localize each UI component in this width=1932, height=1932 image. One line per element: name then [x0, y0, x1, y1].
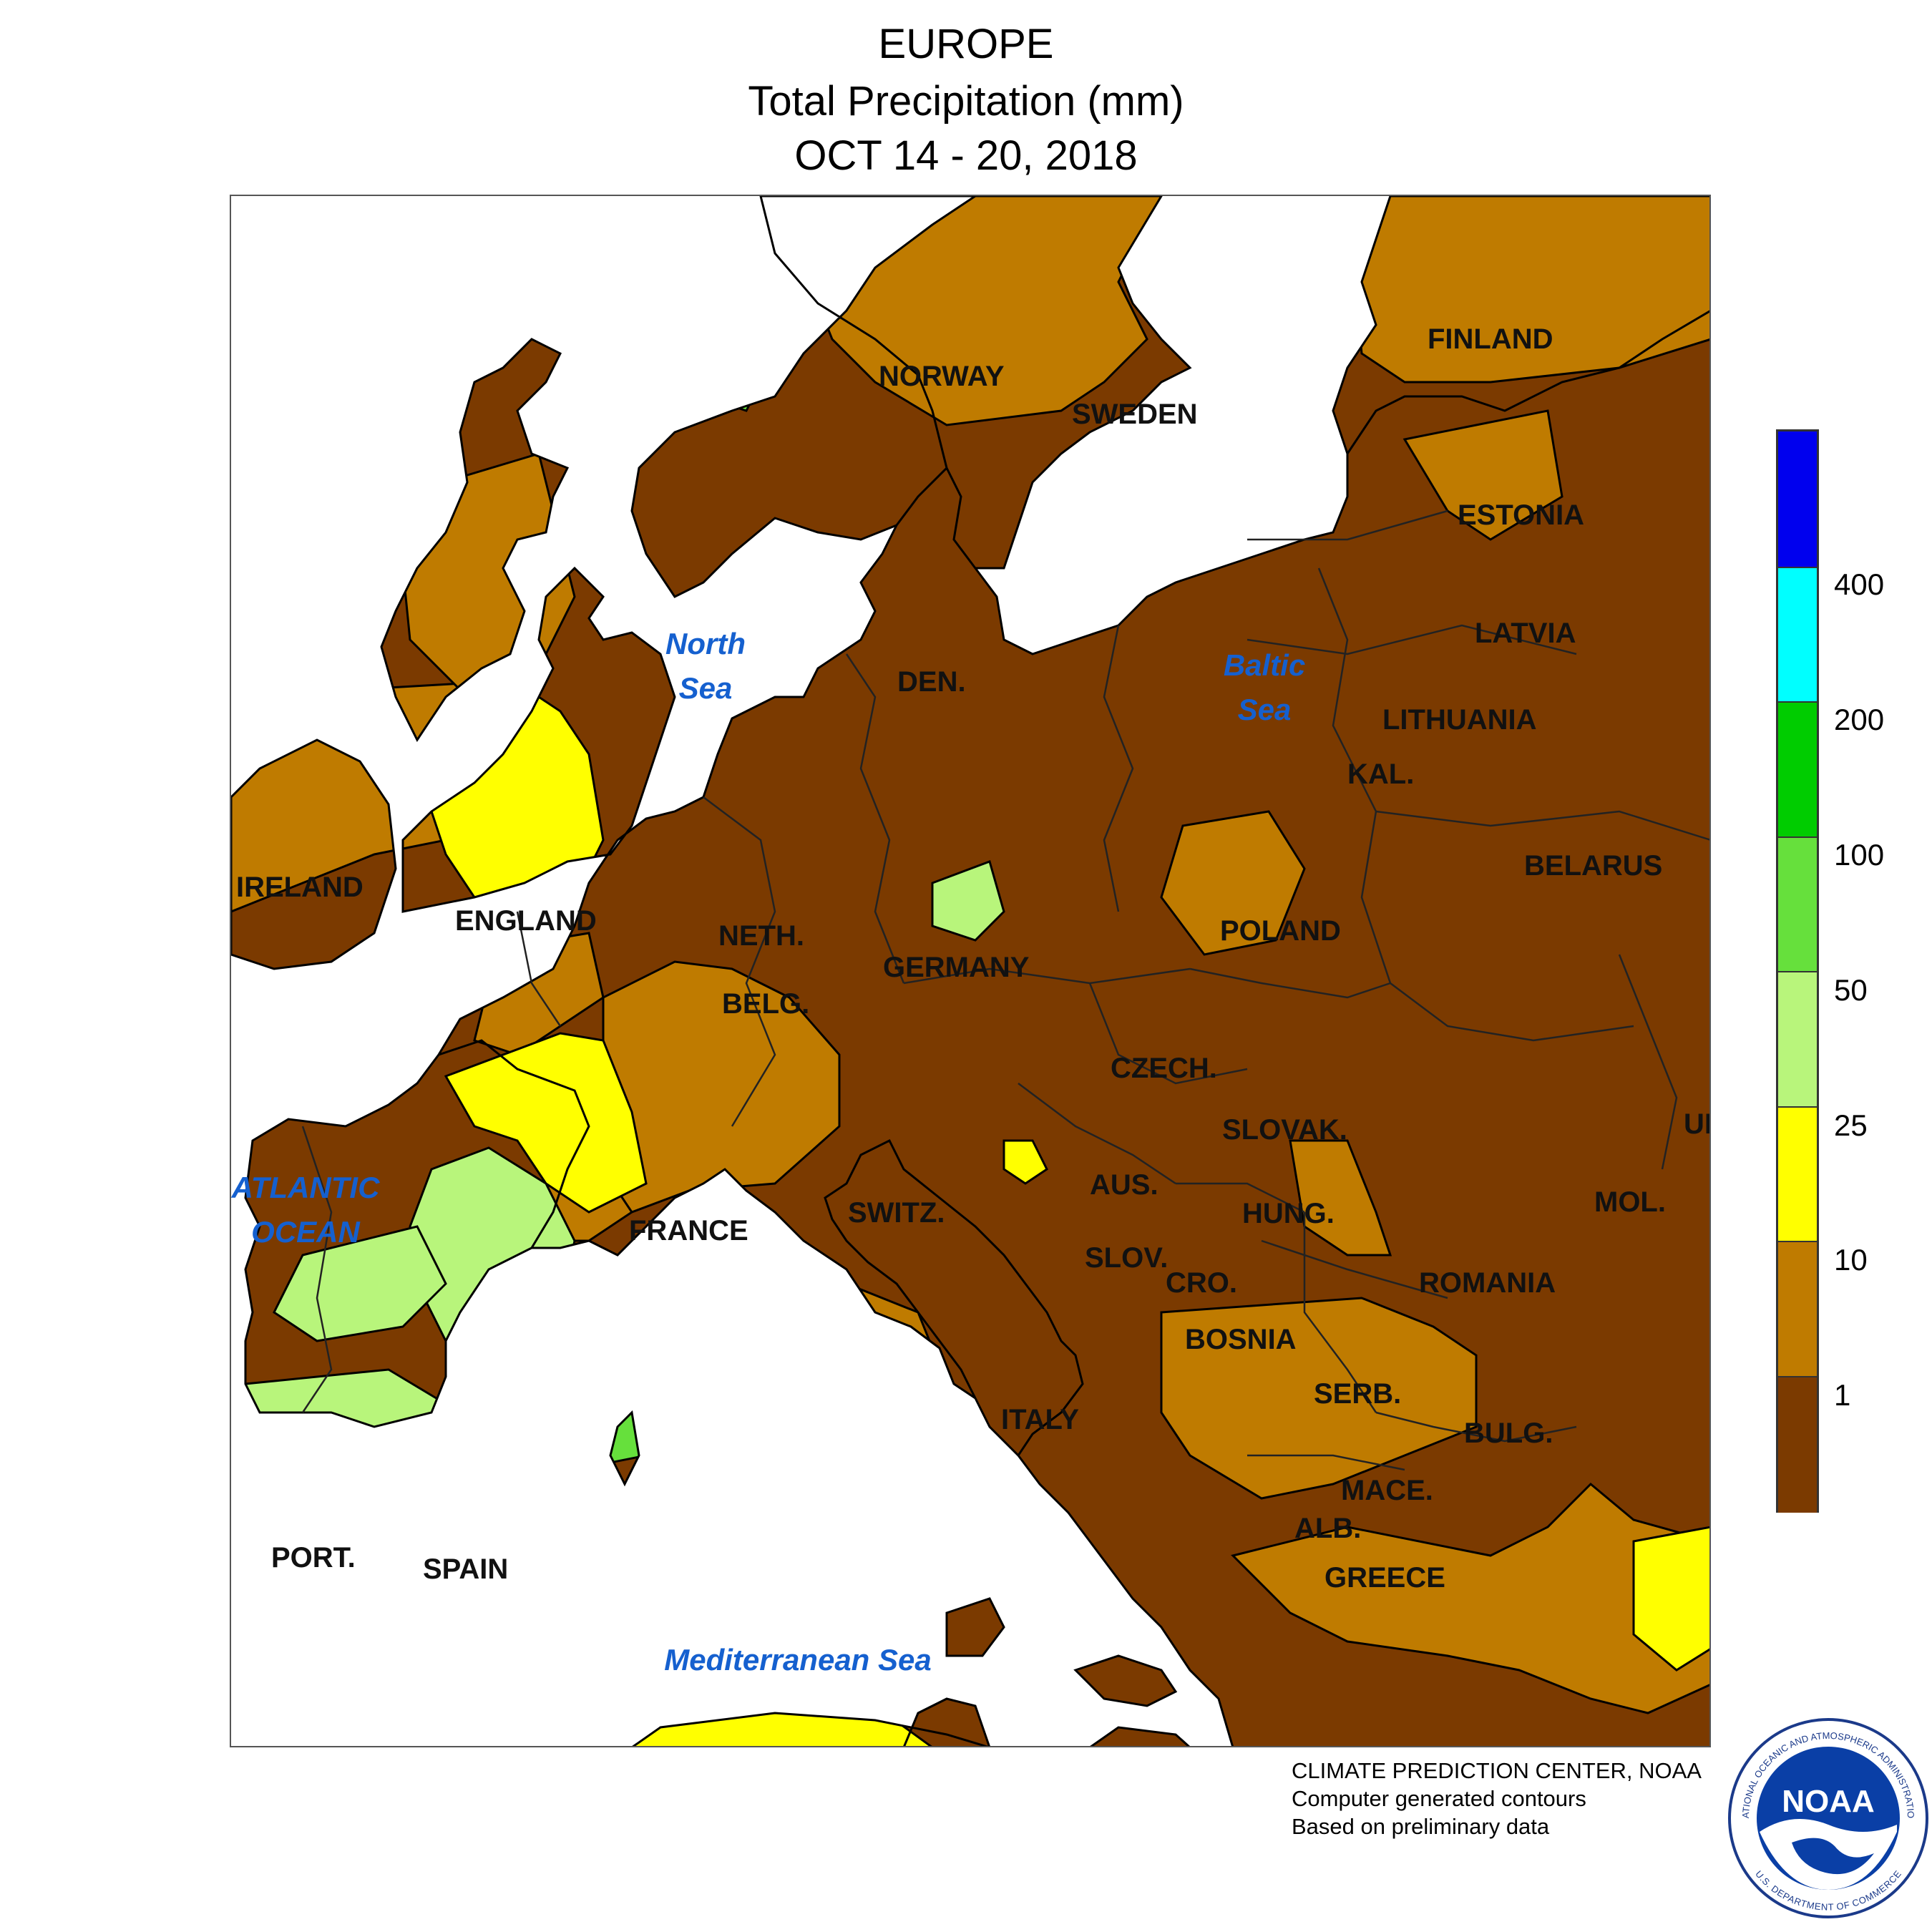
atlantic-label-line1: ATLANTIC — [231, 1171, 380, 1204]
label-bosnia: BOSNIA — [1185, 1324, 1297, 1355]
atlantic-label-line2: OCEAN — [251, 1215, 361, 1249]
label-estonia: ESTONIA — [1458, 499, 1584, 531]
country-labels: NORWAY SWEDEN FINLAND ESTONIA LATVIA LIT… — [236, 323, 1711, 1594]
label-italy: ITALY — [1001, 1404, 1079, 1435]
map-title-region: EUROPE — [878, 21, 1054, 67]
mediterranean-label: Mediterranean Sea — [664, 1643, 932, 1677]
label-neth: NETH. — [718, 920, 804, 952]
legend-swatch — [1778, 431, 1817, 567]
north-sea-label-line2: Sea — [679, 671, 733, 705]
label-sweden: SWEDEN — [1072, 399, 1198, 430]
label-spain: SPAIN — [423, 1553, 508, 1585]
label-mol: MOL. — [1594, 1186, 1666, 1218]
precipitation-map: North Sea Baltic Sea ATLANTIC OCEAN Medi… — [231, 196, 1711, 1746]
label-latvia: LATVIA — [1475, 618, 1576, 649]
legend-swatch — [1778, 1241, 1817, 1377]
label-den: DEN. — [897, 666, 966, 698]
label-germany: GERMANY — [883, 952, 1030, 983]
legend-label-10: 10 — [1834, 1243, 1868, 1277]
label-cro: CRO. — [1166, 1267, 1237, 1299]
noaa-logo-text: NOAA — [1782, 1784, 1875, 1819]
label-hung: HUNG. — [1242, 1198, 1335, 1229]
label-port: PORT. — [271, 1542, 356, 1574]
label-bulg: BULG. — [1464, 1418, 1553, 1449]
legend-label-50: 50 — [1834, 973, 1868, 1007]
legend-label-400: 400 — [1834, 567, 1885, 601]
legend-swatch — [1778, 971, 1817, 1108]
country-borders — [301, 509, 1709, 1471]
credit-line-1: CLIMATE PREDICTION CENTER, NOAA — [1292, 1758, 1702, 1783]
label-mace: MACE. — [1341, 1475, 1433, 1506]
precip-legend-colorbar — [1776, 429, 1819, 1513]
legend-swatch — [1778, 836, 1817, 973]
map-title-variable: Total Precipitation (mm) — [748, 78, 1184, 125]
label-finland: FINLAND — [1428, 323, 1553, 355]
label-switz: SWITZ. — [848, 1197, 945, 1229]
label-czech: CZECH. — [1111, 1053, 1217, 1084]
label-england: ENGLAND — [455, 905, 597, 937]
label-aus: AUS. — [1090, 1169, 1158, 1201]
map-panel: North Sea Baltic Sea ATLANTIC OCEAN Medi… — [230, 195, 1711, 1747]
label-serb: SERB. — [1314, 1378, 1401, 1410]
label-poland: POLAND — [1220, 915, 1341, 947]
precip-100-200-regions — [566, 1332, 648, 1400]
water-labels: North Sea Baltic Sea ATLANTIC OCEAN Medi… — [231, 627, 1305, 1677]
baltic-sea-label-line2: Sea — [1238, 693, 1292, 726]
baltic-sea-label-line1: Baltic — [1224, 648, 1305, 682]
legend-label-1: 1 — [1834, 1378, 1851, 1412]
north-sea-label-line1: North — [665, 627, 746, 660]
legend-swatch — [1778, 1375, 1817, 1513]
label-romania: ROMANIA — [1419, 1267, 1556, 1299]
label-kal: KAL. — [1347, 758, 1414, 790]
legend-label-100: 100 — [1834, 838, 1885, 872]
label-alb: ALB. — [1294, 1513, 1361, 1544]
legend-swatch — [1778, 701, 1817, 838]
credit-line-2: Computer generated contours — [1292, 1786, 1586, 1811]
label-slov: SLOV. — [1085, 1242, 1168, 1274]
legend-swatch — [1778, 566, 1817, 703]
label-slovak: SLOVAK. — [1222, 1114, 1347, 1146]
label-belarus: BELARUS — [1524, 850, 1662, 882]
label-uk: UK — [1684, 1108, 1711, 1140]
label-lithuania: LITHUANIA — [1382, 704, 1537, 736]
credit-line-3: Based on preliminary data — [1292, 1814, 1550, 1839]
legend-label-25: 25 — [1834, 1108, 1868, 1142]
label-ireland: IRELAND — [236, 872, 364, 903]
label-belg: BELG. — [722, 988, 809, 1020]
label-norway: NORWAY — [879, 361, 1005, 392]
legend-label-200: 200 — [1834, 703, 1885, 736]
noaa-logo: NOAA NATIONAL OCEANIC AND ATMOSPHERIC AD… — [1727, 1717, 1928, 1918]
label-greece: GREECE — [1324, 1562, 1445, 1594]
legend-swatch — [1778, 1106, 1817, 1243]
map-title-period: OCT 14 - 20, 2018 — [794, 132, 1138, 179]
label-france: FRANCE — [629, 1215, 748, 1246]
